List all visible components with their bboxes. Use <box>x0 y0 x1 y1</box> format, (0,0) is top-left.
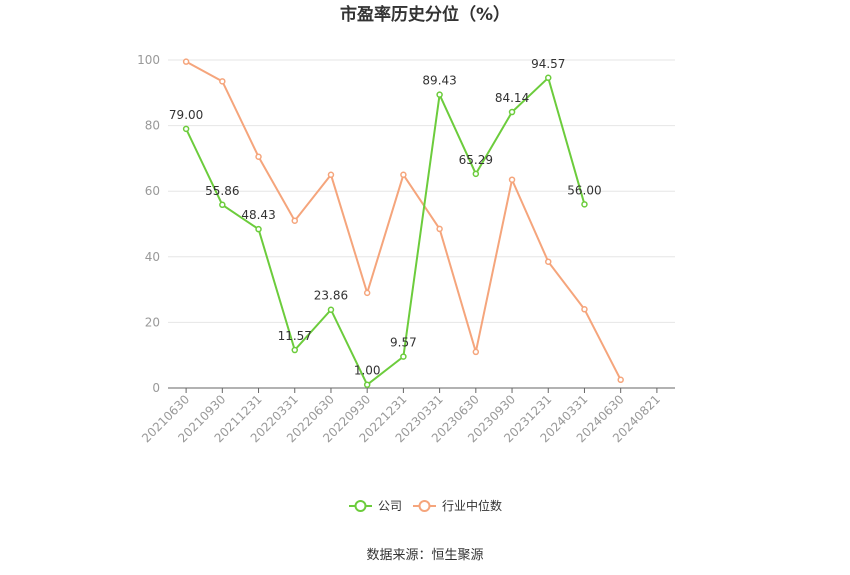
chart-title: 市盈率历史分位（%） <box>340 4 510 25</box>
legend-label-industry: 行业中位数 <box>442 498 502 513</box>
y-tick-label: 100 <box>137 53 160 67</box>
data-label: 84.14 <box>495 91 529 105</box>
y-tick-label: 0 <box>152 381 160 395</box>
y-tick-label: 60 <box>145 184 160 198</box>
data-point-industry[interactable] <box>617 376 624 384</box>
data-point-company[interactable] <box>545 74 552 82</box>
data-point-company[interactable] <box>363 381 371 388</box>
legend-label-company: 公司 <box>378 499 402 513</box>
data-point-company[interactable] <box>182 125 190 133</box>
data-point-company[interactable] <box>508 108 516 116</box>
data-point-company[interactable] <box>255 225 262 233</box>
legend: 公司 行业中位数 <box>349 498 502 513</box>
data-label: 94.57 <box>531 57 565 71</box>
data-label: 48.43 <box>241 208 275 222</box>
data-point-company[interactable] <box>219 201 226 209</box>
data-label: 65.29 <box>459 153 493 167</box>
data-label: 23.86 <box>314 289 348 303</box>
data-point-industry[interactable] <box>363 289 371 297</box>
data-point-industry[interactable] <box>472 348 480 356</box>
series-line-company <box>185 75 586 387</box>
data-point-company[interactable] <box>436 91 443 98</box>
data-point-company[interactable] <box>327 306 335 313</box>
y-tick-label: 40 <box>145 250 160 264</box>
legend-item-industry[interactable]: 行业中位数 <box>413 498 502 513</box>
data-point-company[interactable] <box>291 346 298 354</box>
data-point-company[interactable] <box>400 353 407 360</box>
data-label: 11.57 <box>278 329 312 343</box>
data-label: 9.57 <box>390 336 417 350</box>
data-point-company[interactable] <box>472 170 480 178</box>
data-label: 1.00 <box>354 364 381 378</box>
legend-marker-industry <box>418 500 431 512</box>
legend-item-company[interactable]: 公司 <box>349 499 402 513</box>
data-point-industry[interactable] <box>327 171 335 179</box>
source-note: 数据来源：恒生聚源 <box>366 548 483 563</box>
data-label: 89.43 <box>422 74 456 88</box>
data-label: 79.00 <box>169 108 203 122</box>
y-axis: 0 20 40 60 80 100 <box>137 53 160 395</box>
series-layer <box>182 58 624 388</box>
legend-marker-company <box>354 500 367 512</box>
data-point-industry[interactable] <box>545 258 552 265</box>
data-point-company[interactable] <box>581 201 588 208</box>
data-point-industry[interactable] <box>581 306 588 313</box>
data-point-industry[interactable] <box>255 153 262 161</box>
y-tick-label: 20 <box>145 315 160 329</box>
data-point-industry[interactable] <box>182 58 190 65</box>
data-point-industry[interactable] <box>219 78 226 85</box>
data-label: 56.00 <box>567 183 601 197</box>
data-point-industry[interactable] <box>436 225 443 233</box>
data-point-industry[interactable] <box>400 171 407 179</box>
x-axis: 2021063020210930202112312022033120220630… <box>139 387 675 445</box>
y-tick-label: 80 <box>145 119 160 133</box>
data-label: 55.86 <box>205 184 239 198</box>
data-point-industry[interactable] <box>291 217 298 224</box>
data-point-industry[interactable] <box>508 176 516 183</box>
